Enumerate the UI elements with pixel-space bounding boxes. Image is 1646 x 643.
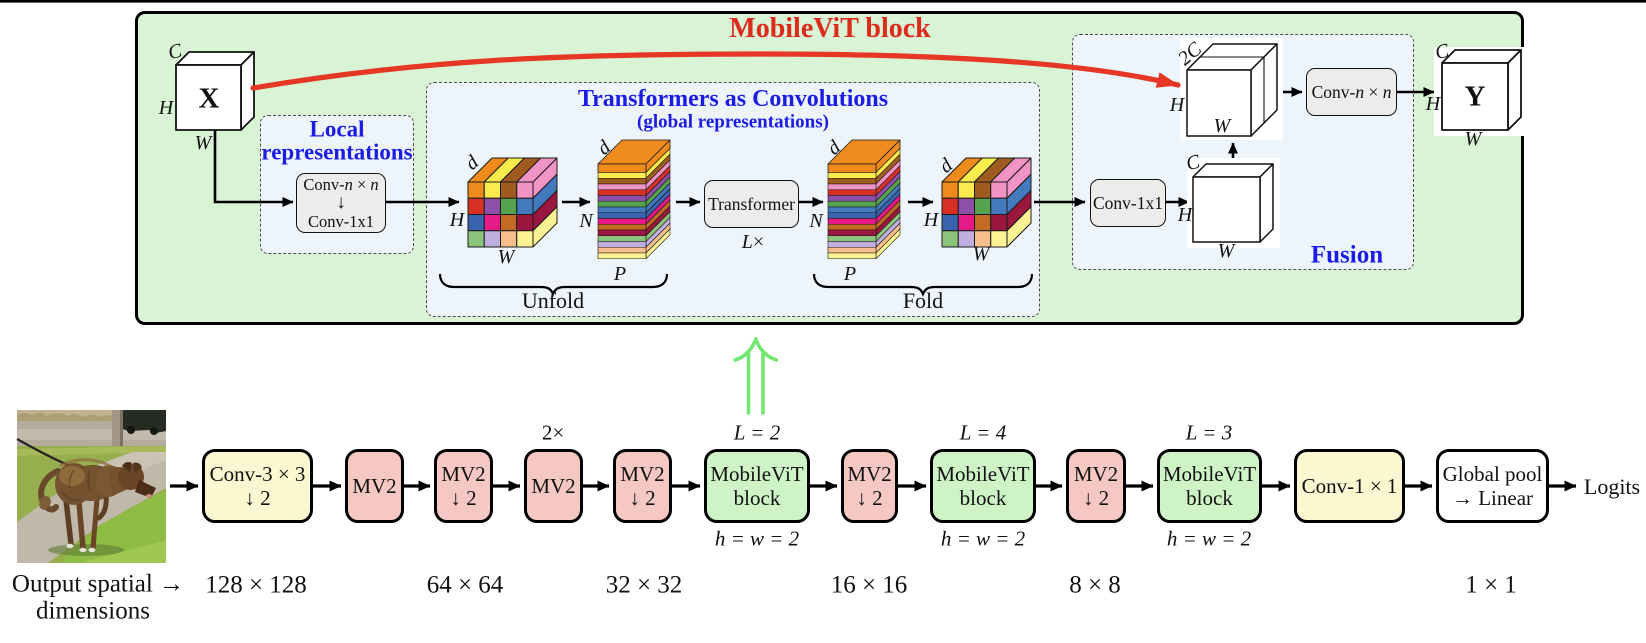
transformer-box: Transformer bbox=[704, 180, 799, 228]
stage-line: MV2 bbox=[620, 462, 665, 486]
stage-line: Conv-1 × 1 bbox=[1301, 474, 1398, 498]
repeat-2x-label: 2× bbox=[541, 420, 565, 445]
conv-1x1-label: Conv-1x1 bbox=[308, 212, 374, 231]
stage-line: block bbox=[733, 486, 781, 510]
stage-line: ↓ 2 bbox=[244, 486, 271, 510]
l4-label: L = 4 bbox=[959, 420, 1007, 445]
stage-line: MV2 bbox=[1073, 462, 1119, 486]
stage-line: MobileViT bbox=[710, 462, 804, 486]
stage-mv2-6: MV2 ↓ 2 bbox=[1066, 449, 1126, 523]
down-arrow-icon: ↓ bbox=[336, 192, 346, 213]
stage-conv3x3: Conv-3 × 3 ↓ 2 bbox=[202, 449, 313, 523]
stage-line: Global pool bbox=[1442, 462, 1543, 486]
stage-conv1x1: Conv-1 × 1 bbox=[1294, 449, 1405, 523]
local-conv-box: Conv-n × n ↓ Conv-1x1 bbox=[296, 173, 386, 233]
stage-mobilevit-3: MobileViT block bbox=[1157, 449, 1262, 523]
stage-line: Conv-3 × 3 bbox=[209, 462, 306, 486]
stage-mobilevit-1: MobileViT block bbox=[704, 449, 810, 523]
fusion-convnxn-label: Conv-n × n bbox=[1311, 81, 1392, 102]
logits-label: Logits bbox=[1583, 474, 1641, 499]
transformer-label: Transformer bbox=[708, 193, 795, 214]
caption-line2: dimensions bbox=[36, 597, 150, 625]
stage-line: ↓ 2 bbox=[450, 486, 477, 510]
dim-16: 16 × 16 bbox=[830, 571, 908, 599]
dim-8: 8 × 8 bbox=[1069, 571, 1121, 599]
stage-mv2-3: MV2 bbox=[524, 449, 583, 523]
stage-mv2-4: MV2 ↓ 2 bbox=[613, 449, 672, 523]
stage-line: MobileViT bbox=[936, 462, 1030, 486]
stage-mv2-5: MV2 ↓ 2 bbox=[841, 449, 898, 523]
dim-128: 128 × 128 bbox=[205, 571, 307, 599]
stage-line: MV2 bbox=[352, 474, 397, 498]
hw-label-3: h = w = 2 bbox=[1166, 526, 1252, 551]
stage-line: block bbox=[1186, 486, 1233, 510]
expand-arrow bbox=[733, 337, 779, 415]
l3-label: L = 3 bbox=[1185, 420, 1233, 445]
stage-global-pool: Global pool → Linear bbox=[1436, 449, 1549, 523]
stage-line: ↓ 2 bbox=[856, 486, 883, 510]
top-rule bbox=[0, 0, 1646, 3]
dim-64: 64 × 64 bbox=[426, 571, 504, 599]
input-image-dog bbox=[16, 410, 166, 563]
stage-line: MV2 bbox=[847, 462, 892, 486]
stage-line: MV2 bbox=[441, 462, 486, 486]
hw-label-1: h = w = 2 bbox=[714, 526, 800, 551]
stage-line: block bbox=[959, 486, 1007, 510]
caption-line1: Output spatial → bbox=[11, 570, 185, 598]
fusion-conv1x1-box: Conv-1x1 bbox=[1090, 179, 1166, 227]
fusion-convnxn-box: Conv-n × n bbox=[1306, 68, 1397, 116]
dim-1: 1 × 1 bbox=[1465, 571, 1517, 599]
hw-label-2: h = w = 2 bbox=[940, 526, 1026, 551]
conv-nxn-label: Conv-n × n bbox=[303, 175, 379, 194]
stage-line: ↓ 2 bbox=[629, 486, 656, 510]
fusion-conv1x1-label: Conv-1x1 bbox=[1093, 192, 1163, 213]
stage-line: MobileViT bbox=[1162, 462, 1257, 486]
stage-line: → Linear bbox=[1451, 486, 1534, 510]
stage-mobilevit-2: MobileViT block bbox=[930, 449, 1036, 523]
l2-label: L = 2 bbox=[733, 420, 781, 445]
stage-mv2-1: MV2 bbox=[345, 449, 404, 523]
stage-mv2-2: MV2 ↓ 2 bbox=[434, 449, 493, 523]
stage-line: MV2 bbox=[531, 474, 576, 498]
dim-32: 32 × 32 bbox=[605, 571, 683, 599]
stage-line: ↓ 2 bbox=[1082, 486, 1110, 510]
